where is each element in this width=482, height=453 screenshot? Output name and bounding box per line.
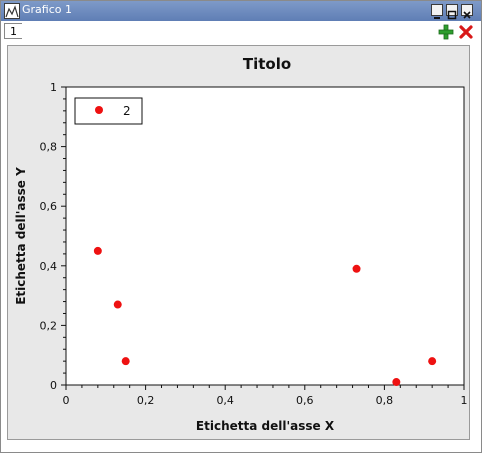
y-tick-label: 0,2 — [40, 319, 58, 332]
graph-number-field[interactable]: 1 — [4, 23, 22, 39]
close-icon[interactable] — [458, 24, 474, 40]
data-point — [113, 300, 122, 309]
data-point — [93, 246, 102, 255]
axis-ticks: 0 0,2 0,4 0,6 0,8 1 0 0,2 0,4 0,6 0,8 1 — [40, 81, 468, 407]
legend-box — [74, 97, 143, 125]
y-axis-label: Etichetta dell'asse Y — [14, 167, 28, 305]
data-point — [392, 378, 401, 387]
legend-marker — [95, 106, 103, 114]
chart-app-icon — [4, 3, 20, 19]
window-title: Grafico 1 — [22, 3, 72, 16]
plot-area — [65, 86, 465, 386]
plus-icon[interactable] — [438, 24, 454, 40]
x-tick-label: 0,4 — [216, 394, 234, 407]
y-tick-label: 0 — [50, 379, 57, 392]
y-tick-label: 0,6 — [40, 200, 58, 213]
maximize-icon — [447, 10, 457, 20]
data-point — [121, 357, 130, 366]
close-window-icon — [463, 11, 471, 19]
legend: 2 — [74, 97, 143, 125]
title-bar[interactable]: Grafico 1 — [1, 1, 481, 21]
data-point — [352, 264, 361, 273]
x-tick-label: 0,2 — [137, 394, 155, 407]
x-axis-label: Etichetta dell'asse X — [196, 419, 335, 433]
chart-panel: Titolo 0 0,2 0,4 0,6 0,8 1 0 0,2 0,4 0,6 0,8 1 2 Et… — [7, 45, 470, 440]
toolbar: 1 — [1, 21, 481, 43]
maximize-button[interactable] — [446, 4, 458, 20]
chart-title: Titolo — [243, 55, 291, 73]
minimize-icon — [434, 17, 440, 19]
x-tick-label: 0,8 — [376, 394, 394, 407]
data-point — [428, 357, 437, 366]
y-tick-label: 0,4 — [40, 260, 58, 273]
y-tick-label: 0,8 — [40, 141, 58, 154]
x-tick-label: 0,6 — [296, 394, 314, 407]
y-tick-label: 1 — [50, 81, 57, 94]
data-points — [77, 109, 437, 387]
legend-label: 2 — [123, 104, 131, 118]
scatter-chart[interactable]: Titolo 0 0,2 0,4 0,6 0,8 1 0 0,2 0,4 0,6 0,8 1 2 Et… — [8, 46, 471, 441]
close-window-button[interactable] — [461, 4, 473, 19]
x-tick-label: 0 — [63, 394, 70, 407]
x-tick-label: 1 — [461, 394, 468, 407]
minimize-button[interactable] — [431, 4, 443, 19]
